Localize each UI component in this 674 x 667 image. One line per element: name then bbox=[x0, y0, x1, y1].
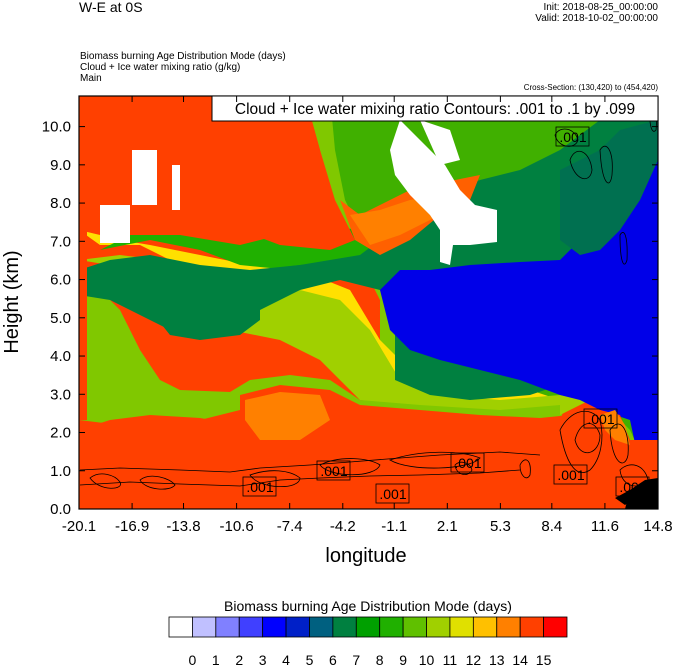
colorbar-swatch bbox=[379, 616, 404, 638]
colorbar-swatch bbox=[332, 616, 357, 638]
colorbar-label: 4 bbox=[282, 652, 290, 667]
y-tick-label: 3.0 bbox=[50, 386, 71, 403]
contour-title: Cloud + Ice water mixing ratio Contours:… bbox=[235, 101, 635, 118]
y-tick-label: 9.0 bbox=[50, 157, 71, 174]
x-tick-label: -13.8 bbox=[166, 518, 200, 535]
valid-time: Valid: 2018-10-02_00:00:00 bbox=[535, 13, 658, 24]
contour-label-box bbox=[375, 483, 410, 504]
field-line-3: Main bbox=[80, 73, 102, 84]
colorbar-swatch bbox=[309, 616, 334, 638]
contour-label: .001 bbox=[246, 479, 273, 495]
colorbar-label: 1 bbox=[212, 652, 220, 667]
contour-label: .001 bbox=[619, 479, 646, 495]
cross-section-label: Cross-Section: (130,420) to (454,420) bbox=[523, 83, 658, 92]
colorbar-label: 11 bbox=[443, 652, 458, 667]
contour-label-box bbox=[316, 460, 351, 481]
colorbar-swatch bbox=[426, 616, 451, 638]
colorbar-label: 8 bbox=[376, 652, 384, 667]
contour-label: .001 bbox=[587, 411, 614, 427]
field-line-2: Cloud + Ice water mixing ratio (g/kg) bbox=[80, 62, 241, 73]
colorbar-label: 13 bbox=[489, 652, 505, 667]
colorbar-label: 10 bbox=[419, 652, 435, 667]
colorbar: 0 1 2 3 4 5 6 7 8 9 10 11 12 13 14 15 bbox=[168, 616, 568, 667]
x-tick-label: -4.2 bbox=[330, 518, 356, 535]
contour-label-box bbox=[242, 476, 277, 497]
colorbar-swatch bbox=[543, 616, 568, 638]
colorbar-label: 15 bbox=[536, 652, 552, 667]
contour-label: .001 bbox=[454, 455, 481, 471]
colorbar-swatch bbox=[238, 616, 264, 638]
colorbar-label: 2 bbox=[235, 652, 243, 667]
contour-label-box bbox=[450, 452, 485, 473]
contour-label: .001 bbox=[557, 467, 584, 483]
colorbar-swatch bbox=[355, 616, 381, 638]
contour-label-box bbox=[583, 408, 618, 429]
colorbar-label: 12 bbox=[466, 652, 482, 667]
y-axis-ticks: 0.0 1.0 2.0 3.0 4.0 5.0 6.0 7.0 8.0 9.0 10.0 bbox=[42, 119, 658, 518]
colorbar-label: 9 bbox=[399, 652, 407, 667]
y-tick-label: 6.0 bbox=[50, 272, 71, 289]
colorbar-swatch bbox=[472, 616, 498, 638]
contour-label: .001 bbox=[559, 129, 586, 145]
contour-label-layer: .001 .001 .001 .001 .001 .001 .001 .001 bbox=[242, 126, 650, 504]
colorbar-swatch bbox=[496, 616, 521, 638]
contour-label-box bbox=[553, 464, 588, 485]
field-line-1: Biomass burning Age Distribution Mode (d… bbox=[80, 51, 286, 62]
colorbar-swatch bbox=[519, 616, 544, 638]
x-tick-label: -20.1 bbox=[62, 518, 96, 535]
contour-lines bbox=[79, 105, 657, 490]
y-tick-label: 5.0 bbox=[50, 310, 71, 327]
colorbar-swatch bbox=[168, 616, 193, 638]
colorbar-label: 7 bbox=[352, 652, 360, 667]
y-tick-label: 8.0 bbox=[50, 195, 71, 212]
colorbar-swatch bbox=[262, 616, 287, 638]
x-axis-label: longitude bbox=[325, 545, 406, 567]
init-time: Init: 2018-08-25_00:00:00 bbox=[543, 2, 658, 13]
colorbar-swatch bbox=[449, 616, 474, 638]
colorbar-label: 5 bbox=[306, 652, 314, 667]
contour-label-box bbox=[555, 126, 590, 147]
x-tick-label: 11.6 bbox=[591, 518, 619, 535]
x-tick-label: -1.1 bbox=[381, 518, 407, 535]
contour-label-box bbox=[615, 476, 650, 497]
colorbar-swatch bbox=[285, 616, 310, 638]
y-axis-label: Height (km) bbox=[1, 250, 23, 353]
colorbar-label: 6 bbox=[329, 652, 337, 667]
colorbar-swatch bbox=[192, 616, 217, 638]
y-tick-label: 4.0 bbox=[50, 348, 71, 365]
x-tick-label: -16.9 bbox=[115, 518, 149, 535]
heatmap-field bbox=[79, 96, 658, 509]
colorbar-swatch bbox=[215, 616, 240, 638]
colorbar-swatch bbox=[402, 616, 427, 638]
colorbar-title: Biomass burning Age Distribution Mode (d… bbox=[224, 598, 512, 614]
contour-label: .001 bbox=[379, 486, 406, 502]
colorbar-label: 14 bbox=[512, 652, 528, 667]
y-tick-label: 1.0 bbox=[50, 463, 71, 480]
contour-label: .001 bbox=[320, 463, 347, 479]
x-tick-label: 8.4 bbox=[541, 518, 562, 535]
x-tick-label: 2.1 bbox=[437, 518, 458, 535]
x-tick-label: 14.8 bbox=[643, 518, 672, 535]
x-tick-label: -10.6 bbox=[220, 518, 254, 535]
y-tick-label: 10.0 bbox=[42, 119, 71, 136]
colorbar-label: 3 bbox=[259, 652, 267, 667]
x-tick-label: 5.3 bbox=[490, 518, 511, 535]
y-tick-label: 2.0 bbox=[50, 425, 71, 442]
plot-title-left: W-E at 0S bbox=[79, 0, 143, 15]
x-tick-label: -7.4 bbox=[277, 518, 303, 535]
y-tick-label: 7.0 bbox=[50, 233, 71, 250]
contour-title-box bbox=[211, 95, 659, 122]
y-tick-label: 0.0 bbox=[50, 501, 71, 518]
colorbar-label: 0 bbox=[189, 652, 197, 667]
x-axis-ticks: -20.1 -16.9 -13.8 -10.6 -7.4 -4.2 -1.1 2.1 5.3 8.… bbox=[62, 96, 673, 535]
